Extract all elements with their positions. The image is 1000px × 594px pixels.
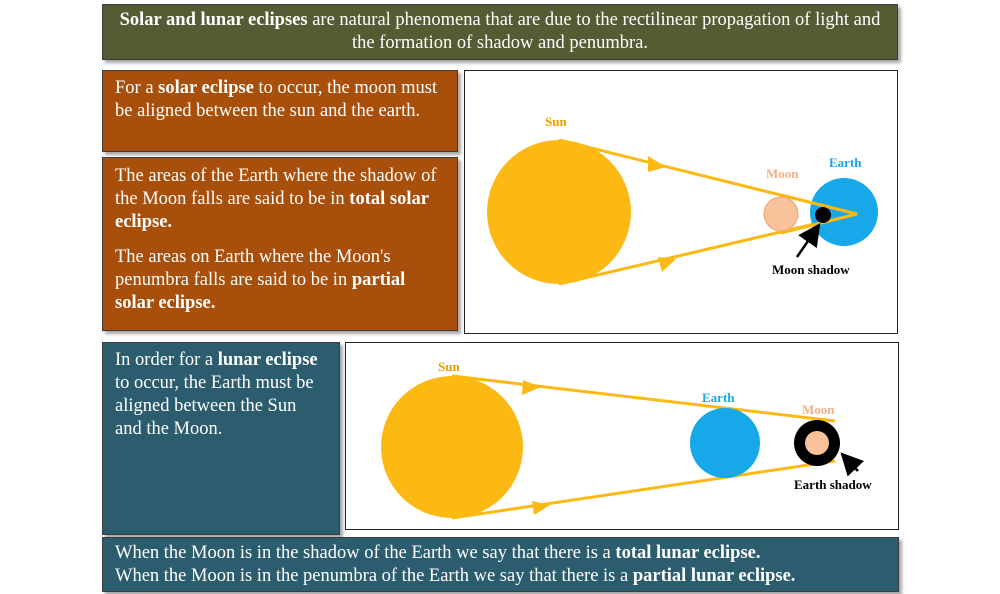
lunar-types-box: When the Moon is in the shadow of the Ea… (102, 537, 899, 592)
lunar-condition-box: In order for a lunar eclipse to occur, t… (102, 342, 340, 535)
ray-arrow-bottom (658, 257, 676, 272)
solar-total-text: The areas of the Earth where the shadow … (115, 166, 437, 209)
solar-condition-post: to occur, the moon must be aligned betwe… (115, 78, 438, 121)
sun-label: Sun (438, 359, 460, 374)
moon-shadow-label: Moon shadow (772, 262, 850, 277)
moon (763, 196, 799, 232)
earth-label: Earth (829, 155, 862, 170)
lunar-total-text: When the Moon is in the shadow of the Ea… (115, 543, 616, 563)
lunar-eclipse-diagram: Sun Earth Moon Earth shadow (345, 342, 899, 530)
solar-condition-bold: solar eclipse (158, 78, 254, 98)
solar-partial-bold: partial solar eclipse. (115, 270, 406, 313)
intro-text: are natural phenomena that are due to th… (307, 10, 881, 53)
solar-total-bold: total solar eclipse. (115, 189, 429, 232)
solar-condition-pre: For a (115, 78, 159, 98)
sun (381, 376, 523, 518)
lunar-condition-post: to occur, the Earth must be aligned betw… (115, 373, 314, 439)
lunar-partial-line: When the Moon is in the penumbra of the … (115, 565, 886, 588)
intro-banner: Solar and lunar eclipses are natural phe… (102, 4, 898, 60)
solar-partial-text: The areas on Earth where the Moon's penu… (115, 247, 391, 290)
lunar-total-bold: total lunar eclipse. (615, 543, 761, 563)
shadow-pointer-arrow (840, 452, 865, 477)
lunar-total-line: When the Moon is in the shadow of the Ea… (115, 542, 886, 565)
solar-total-paragraph: The areas of the Earth where the shadow … (115, 165, 445, 234)
ray-arrow-top (648, 156, 666, 172)
solar-eclipse-svg: Sun Moon Earth Moon shadow (487, 114, 878, 286)
moon-shadow-spot (815, 207, 831, 223)
sun (487, 140, 631, 284)
earth (690, 408, 760, 478)
lunar-condition-pre: In order for a (115, 350, 218, 370)
intro-bold: Solar and lunar eclipses (119, 10, 308, 30)
solar-types-box: The areas of the Earth where the shadow … (102, 157, 458, 331)
earth-label: Earth (702, 390, 735, 405)
light-ray-top (451, 374, 836, 423)
lunar-eclipse-svg: Sun Earth Moon Earth shadow (381, 359, 872, 520)
solar-condition-box: For a solar eclipse to occur, the moon m… (102, 70, 458, 152)
earth-shadow-label: Earth shadow (794, 477, 872, 492)
sun-label: Sun (545, 114, 567, 129)
ray-arrow-top (522, 380, 541, 395)
moon-label: Moon (766, 166, 799, 181)
lunar-partial-text: When the Moon is in the penumbra of the … (115, 566, 633, 586)
moon (805, 431, 829, 455)
lunar-partial-bold: partial lunar eclipse. (632, 566, 796, 586)
light-ray-bottom (451, 459, 836, 520)
moon-label: Moon (802, 402, 835, 417)
ray-arrow-bottom (532, 501, 550, 515)
shadow-pointer-arrow (795, 223, 821, 258)
lunar-condition-bold: lunar eclipse (217, 350, 318, 370)
solar-partial-paragraph: The areas on Earth where the Moon's penu… (115, 246, 445, 315)
solar-eclipse-diagram: Sun Moon Earth Moon shadow (464, 70, 898, 334)
